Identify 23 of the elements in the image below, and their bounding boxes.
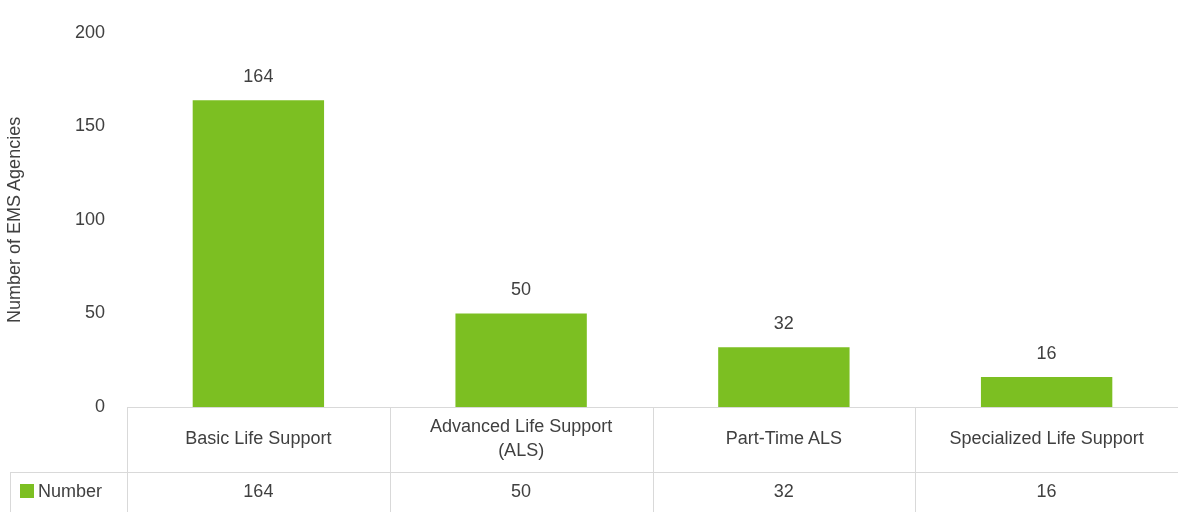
bar bbox=[455, 313, 587, 407]
y-tick-label: 150 bbox=[74, 115, 105, 136]
bar bbox=[718, 347, 850, 407]
x-tick-label: Advanced Life Support (ALS) bbox=[430, 416, 613, 461]
y-tick-label: 0 bbox=[94, 395, 105, 416]
y-axis-title: Number of EMS Agencies bbox=[3, 116, 24, 323]
y-tick-label: 50 bbox=[84, 302, 105, 323]
bar bbox=[980, 377, 1113, 407]
x-tick-label: Specialized Life Support bbox=[949, 428, 1144, 449]
y-tick-label: 200 bbox=[74, 21, 105, 42]
data-label: 16 bbox=[1036, 480, 1057, 501]
annotation: 50 bbox=[511, 279, 532, 300]
legend-label: Number bbox=[38, 480, 103, 501]
data-label: 164 bbox=[243, 480, 274, 501]
x-tick-label: Part-Time ALS bbox=[725, 428, 843, 449]
annotation: 164 bbox=[243, 66, 274, 87]
y-tick-label: 100 bbox=[74, 208, 105, 229]
data-label: 50 bbox=[511, 480, 532, 501]
x-tick-label: Basic Life Support bbox=[185, 428, 332, 449]
bar bbox=[192, 100, 325, 407]
annotation: 16 bbox=[1036, 343, 1057, 364]
annotation: 32 bbox=[773, 313, 794, 334]
data-label: 32 bbox=[773, 480, 794, 501]
